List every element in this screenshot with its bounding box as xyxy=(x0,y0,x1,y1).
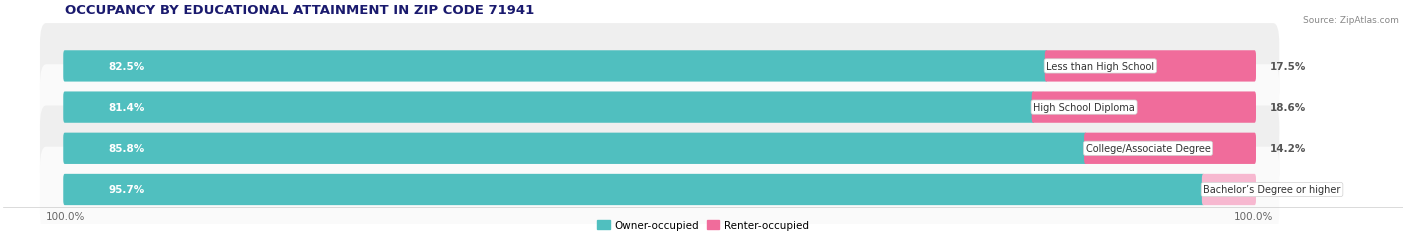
Text: College/Associate Degree: College/Associate Degree xyxy=(1085,144,1211,154)
FancyBboxPatch shape xyxy=(1084,133,1256,164)
Text: 14.2%: 14.2% xyxy=(1270,144,1306,154)
FancyBboxPatch shape xyxy=(39,147,1279,231)
Text: 100.0%: 100.0% xyxy=(46,211,86,221)
FancyBboxPatch shape xyxy=(39,65,1279,150)
FancyBboxPatch shape xyxy=(39,106,1279,191)
Text: 85.8%: 85.8% xyxy=(108,144,145,154)
Text: 95.7%: 95.7% xyxy=(108,185,145,195)
FancyBboxPatch shape xyxy=(63,133,1087,164)
FancyBboxPatch shape xyxy=(63,51,1047,82)
FancyBboxPatch shape xyxy=(1045,51,1256,82)
Text: OCCUPANCY BY EDUCATIONAL ATTAINMENT IN ZIP CODE 71941: OCCUPANCY BY EDUCATIONAL ATTAINMENT IN Z… xyxy=(65,4,534,17)
Text: High School Diploma: High School Diploma xyxy=(1033,103,1135,113)
Text: 100.0%: 100.0% xyxy=(1233,211,1272,221)
Text: 17.5%: 17.5% xyxy=(1270,62,1306,72)
Legend: Owner-occupied, Renter-occupied: Owner-occupied, Renter-occupied xyxy=(598,220,808,230)
Text: Bachelor’s Degree or higher: Bachelor’s Degree or higher xyxy=(1204,185,1341,195)
FancyBboxPatch shape xyxy=(63,92,1035,123)
FancyBboxPatch shape xyxy=(1202,174,1256,205)
FancyBboxPatch shape xyxy=(63,174,1205,205)
FancyBboxPatch shape xyxy=(1032,92,1256,123)
Text: 82.5%: 82.5% xyxy=(108,62,145,72)
Text: 81.4%: 81.4% xyxy=(108,103,145,113)
Text: 4.3%: 4.3% xyxy=(1270,185,1299,195)
Text: 18.6%: 18.6% xyxy=(1270,103,1306,113)
FancyBboxPatch shape xyxy=(39,24,1279,109)
Text: Less than High School: Less than High School xyxy=(1046,62,1154,72)
Text: Source: ZipAtlas.com: Source: ZipAtlas.com xyxy=(1303,16,1399,25)
